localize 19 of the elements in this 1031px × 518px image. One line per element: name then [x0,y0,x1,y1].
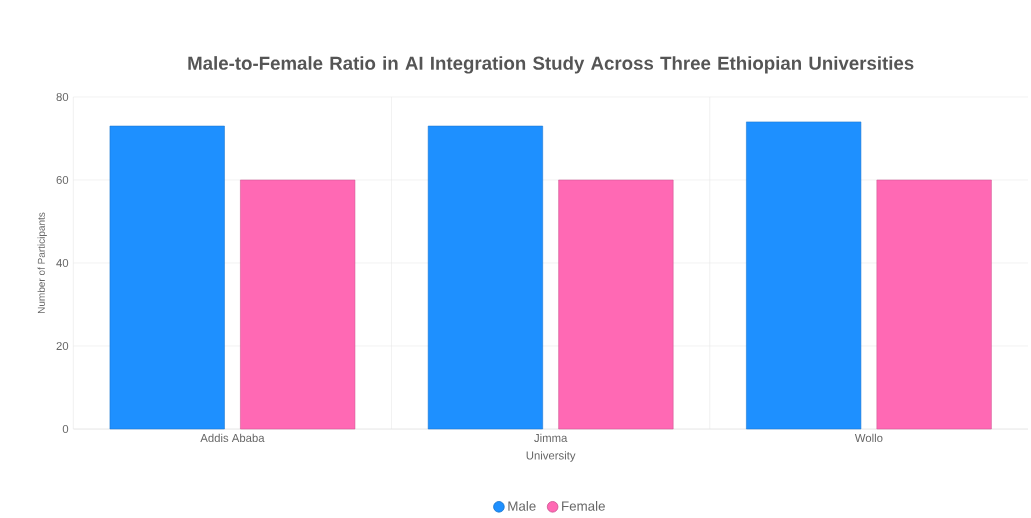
bar [746,121,862,430]
bar [427,125,543,430]
y-tick-label: 40 [56,259,69,267]
legend-label: Female [562,501,605,511]
bar [876,179,992,430]
y-tick-label: 0 [62,425,69,434]
x-axis-title: University [526,451,576,462]
x-tick-label: Addis Ababa [200,433,265,443]
x-tick-label: Wollo [854,433,883,443]
y-axis-title: Number of Participants [37,212,47,314]
bar [240,179,356,430]
y-tick-label: 60 [56,176,69,184]
y-tick-label: 20 [56,342,69,351]
legend-label: Male [508,501,536,511]
x-tick-label: Jimma [534,433,568,443]
bar [109,125,225,430]
y-tick-label: 80 [56,92,69,101]
bar [558,179,674,430]
chart-title: Male-to-Female Ratio in AI Integration Study Across Three Ethiopian Universities [188,56,914,74]
